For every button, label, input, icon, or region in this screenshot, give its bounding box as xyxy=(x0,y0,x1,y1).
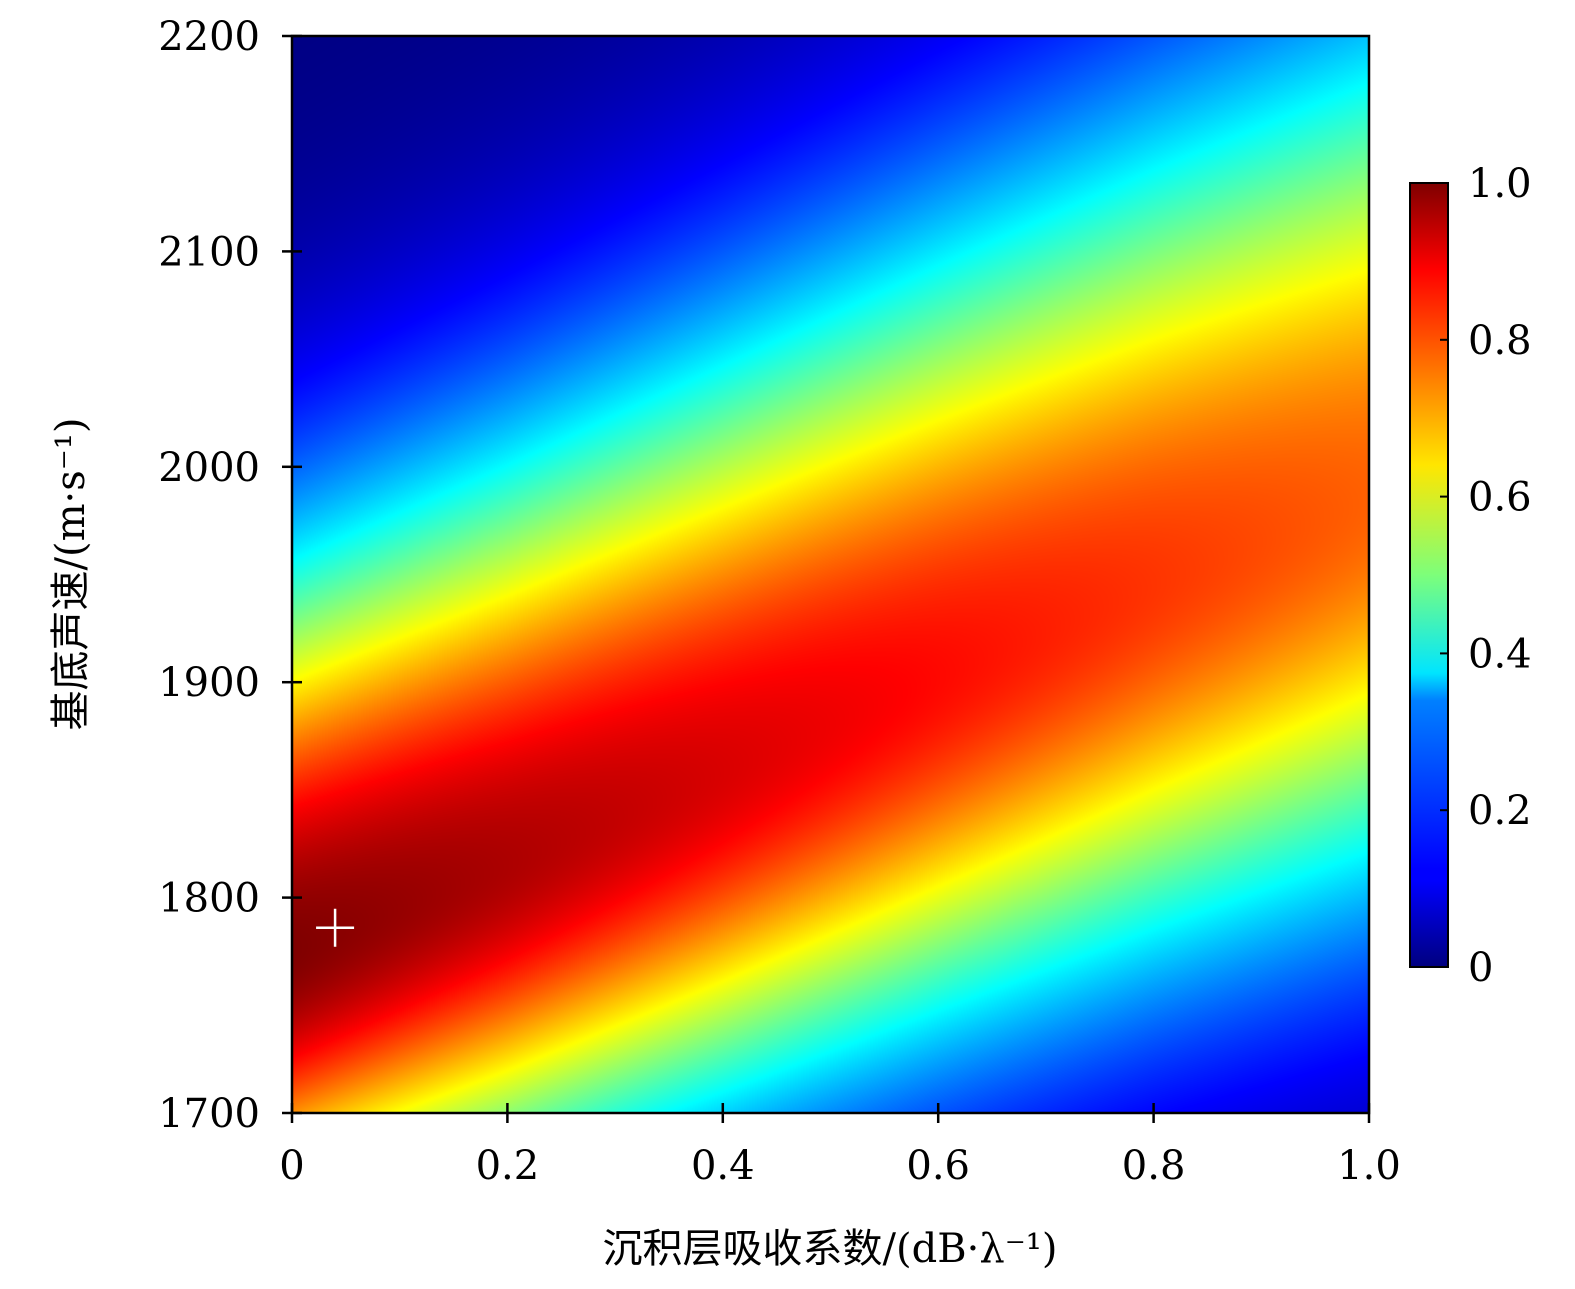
heatmap-area xyxy=(292,36,1369,1113)
colorbar xyxy=(1410,183,1448,967)
x-tick-label: 0 xyxy=(279,1143,304,1189)
colorbar-tick-label: 0.4 xyxy=(1468,631,1532,677)
colorbar-axis: 0 0.2 0.4 0.6 0.8 1.0 xyxy=(1440,161,1532,991)
x-tick-label: 0.2 xyxy=(476,1143,540,1189)
colorbar-tick-label: 0.6 xyxy=(1468,475,1532,521)
x-tick-label: 0.8 xyxy=(1122,1143,1186,1189)
x-tick-label: 0.4 xyxy=(691,1143,755,1189)
crosshair-marker xyxy=(316,908,355,947)
y-tick-label: 2000 xyxy=(158,445,260,491)
x-tick-label: 1.0 xyxy=(1337,1143,1401,1189)
colorbar-tick-label: 0.8 xyxy=(1468,318,1532,364)
x-axis-title: 沉积层吸收系数/(dB·λ⁻¹) xyxy=(603,1226,1058,1272)
y-tick-label: 2200 xyxy=(158,14,260,60)
y-tick-label: 2100 xyxy=(158,229,260,275)
colorbar-tick-label: 0 xyxy=(1468,945,1493,991)
colorbar-tick-label: 1.0 xyxy=(1468,161,1532,207)
y-axis-title: 基底声速/(m·s⁻¹) xyxy=(48,417,94,730)
colorbar-tick-label: 0.2 xyxy=(1468,788,1532,834)
y-tick-label: 1800 xyxy=(158,876,260,922)
y-tick-label: 1900 xyxy=(158,660,260,706)
x-tick-label: 0.6 xyxy=(906,1143,970,1189)
plot-frame xyxy=(290,34,1371,1115)
x-axis: 0 0.2 0.4 0.6 0.8 1.0 xyxy=(279,1103,1401,1189)
y-axis: 1700 1800 1900 2000 2100 2200 xyxy=(158,14,302,1137)
heatmap-canvas xyxy=(292,36,1369,1113)
y-tick-label: 1700 xyxy=(158,1091,260,1137)
colorbar-frame xyxy=(1409,182,1449,968)
